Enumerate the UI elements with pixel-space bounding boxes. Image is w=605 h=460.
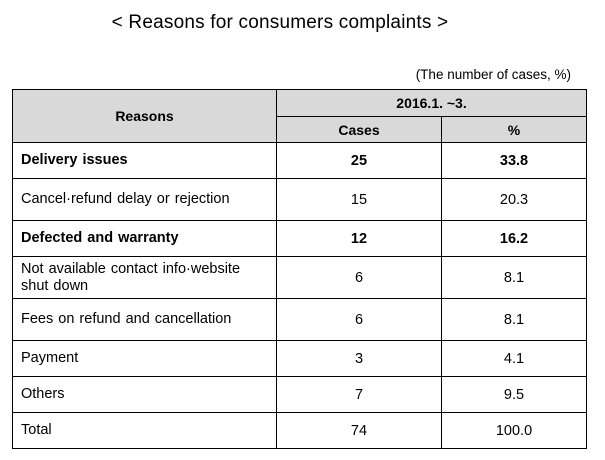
table-row: Cancel·refund delay or rejection 15 20.3 xyxy=(12,178,588,221)
page-title: < Reasons for consumers complaints > xyxy=(111,12,449,33)
row-percent: 20.3 xyxy=(440,178,588,221)
row-percent: 100.0 xyxy=(440,412,588,449)
table-row: Fees on refund and cancellation 6 8.1 xyxy=(12,298,588,341)
row-cases: 3 xyxy=(276,340,442,377)
table-row: Not available contact info·website shut … xyxy=(12,256,588,299)
row-percent: 4.1 xyxy=(440,340,588,377)
row-percent: 8.1 xyxy=(440,256,588,299)
row-cases: 6 xyxy=(276,256,442,299)
row-cases: 15 xyxy=(276,178,442,221)
row-reason: Not available contact info·website shut … xyxy=(12,256,277,299)
row-cases: 74 xyxy=(276,412,442,449)
header-percent: % xyxy=(440,116,588,143)
header-reasons: Reasons xyxy=(12,89,277,143)
unit-note: (The number of cases, %) xyxy=(415,67,571,82)
header-cases: Cases xyxy=(276,116,442,143)
row-cases: 12 xyxy=(276,220,442,257)
row-cases: 6 xyxy=(276,298,442,341)
table-row: Payment 3 4.1 xyxy=(12,340,588,377)
row-reason: Delivery issues xyxy=(12,142,277,179)
table-row: Delivery issues 25 33.8 xyxy=(12,142,588,179)
row-reason: Cancel·refund delay or rejection xyxy=(12,178,277,221)
row-percent: 16.2 xyxy=(440,220,588,257)
total-row: Total 74 100.0 xyxy=(12,412,588,449)
row-reason: Fees on refund and cancellation xyxy=(12,298,277,341)
row-cases: 7 xyxy=(276,376,442,413)
row-percent: 9.5 xyxy=(440,376,588,413)
row-reason: Defected and warranty xyxy=(12,220,277,257)
row-cases: 25 xyxy=(276,142,442,179)
row-percent: 33.8 xyxy=(440,142,588,179)
complaints-table: Reasons 2016.1. ~3. Cases % Delivery iss… xyxy=(12,89,588,449)
header-period: 2016.1. ~3. xyxy=(275,89,588,117)
row-percent: 8.1 xyxy=(440,298,588,341)
table-row: Defected and warranty 12 16.2 xyxy=(12,220,588,257)
row-reason: Total xyxy=(12,412,277,449)
row-reason: Payment xyxy=(12,340,277,377)
table-row: Others 7 9.5 xyxy=(12,376,588,413)
row-reason: Others xyxy=(12,376,277,413)
